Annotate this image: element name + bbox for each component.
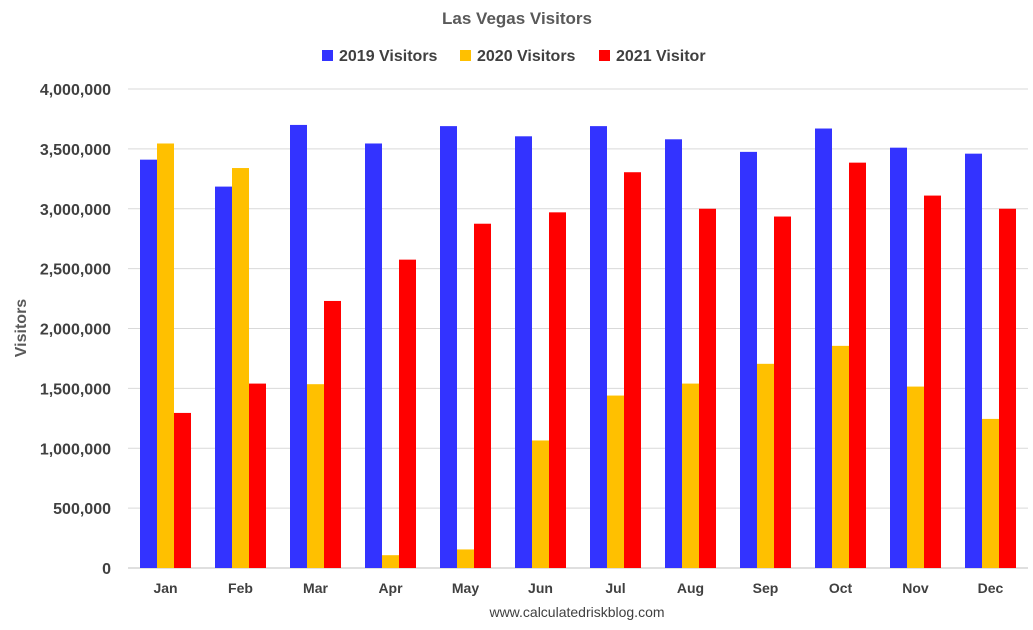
bar-2019-visitors-jan bbox=[140, 159, 157, 568]
y-tick-label: 4,000,000 bbox=[40, 82, 111, 99]
x-axis-ticks: Jan Feb Mar Apr May Jun Jul Aug Sep Oct Nov Dec bbox=[153, 580, 1003, 596]
y-axis-ticks: 0 500,000 1,000,000 1,500,000 2,000,000 2,500… bbox=[40, 82, 111, 578]
x-tick-label: Jul bbox=[605, 580, 625, 596]
bar-2020-visitors-apr bbox=[382, 555, 399, 568]
y-axis-label: Visitors bbox=[13, 299, 30, 358]
bar-2020-visitors-mar bbox=[307, 384, 324, 568]
bar-2020-visitors-jan bbox=[157, 143, 174, 568]
x-tick-label: Jun bbox=[528, 580, 553, 596]
chart-title: Las Vegas Visitors bbox=[442, 9, 592, 28]
bar-2020-visitors-may bbox=[457, 549, 474, 568]
legend-label: 2019 Visitors bbox=[339, 48, 438, 65]
bar-2020-visitors-sep bbox=[757, 363, 774, 568]
bar-2019-visitors-oct bbox=[815, 128, 832, 568]
x-tick-label: Oct bbox=[829, 580, 853, 596]
legend-swatch bbox=[599, 50, 610, 61]
bar-2021-visitor-jan bbox=[174, 412, 191, 568]
bar-2019-visitors-dec bbox=[965, 153, 982, 569]
bar-2021-visitor-jul bbox=[624, 172, 641, 568]
bar-2021-visitor-feb bbox=[249, 383, 266, 568]
x-tick-label: May bbox=[452, 580, 479, 596]
y-tick-label: 3,000,000 bbox=[40, 202, 111, 219]
bar-2020-visitors-oct bbox=[832, 345, 849, 568]
bar-2020-visitors-nov bbox=[907, 386, 924, 568]
legend-label: 2021 Visitor bbox=[616, 48, 706, 65]
bar-2021-visitor-mar bbox=[324, 300, 341, 568]
legend-label: 2020 Visitors bbox=[477, 48, 576, 65]
y-tick-label: 1,000,000 bbox=[40, 441, 111, 458]
x-tick-label: Dec bbox=[978, 580, 1004, 596]
bar-2021-visitor-dec bbox=[999, 208, 1016, 568]
x-tick-label: Aug bbox=[677, 580, 704, 596]
gridlines bbox=[128, 88, 1028, 569]
bar-2020-visitors-feb bbox=[232, 168, 249, 568]
y-tick-label: 3,500,000 bbox=[40, 142, 111, 159]
bar-2021-visitor-jun bbox=[549, 212, 566, 568]
y-tick-label: 0 bbox=[102, 561, 111, 578]
bar-2019-visitors-aug bbox=[665, 139, 682, 569]
y-tick-label: 2,500,000 bbox=[40, 262, 111, 279]
bar-2019-visitors-nov bbox=[890, 147, 907, 569]
y-tick-label: 1,500,000 bbox=[40, 381, 111, 398]
bar-2019-visitors-sep bbox=[740, 151, 757, 568]
bar-2019-visitors-mar bbox=[290, 124, 307, 569]
bar-2020-visitors-aug bbox=[682, 383, 699, 568]
bar-2021-visitor-may bbox=[474, 223, 491, 568]
bar-2021-visitor-aug bbox=[699, 208, 716, 568]
chart-legend: 2019 Visitors 2020 Visitors 2021 Visitor bbox=[322, 48, 706, 65]
y-tick-label: 500,000 bbox=[53, 501, 111, 518]
bar-2019-visitors-may bbox=[440, 126, 457, 568]
legend-swatch bbox=[460, 50, 471, 61]
bar-2019-visitors-apr bbox=[365, 143, 382, 568]
bar-series bbox=[140, 124, 1016, 569]
x-tick-label: Jan bbox=[153, 580, 177, 596]
source-credit: www.calculatedriskblog.com bbox=[488, 604, 664, 620]
bar-2021-visitor-nov bbox=[924, 195, 941, 568]
bar-2020-visitors-jul bbox=[607, 395, 624, 568]
bar-2021-visitor-sep bbox=[774, 216, 791, 568]
bar-2020-visitors-dec bbox=[982, 418, 999, 568]
bar-2020-visitors-jun bbox=[532, 440, 549, 568]
bar-2019-visitors-feb bbox=[215, 186, 232, 568]
y-tick-label: 2,000,000 bbox=[40, 322, 111, 339]
x-tick-label: Sep bbox=[753, 580, 779, 596]
bar-2019-visitors-jun bbox=[515, 136, 532, 568]
x-tick-label: Apr bbox=[378, 580, 403, 596]
x-tick-label: Mar bbox=[303, 580, 328, 596]
bar-2021-visitor-oct bbox=[849, 162, 866, 569]
legend-swatch bbox=[322, 50, 333, 61]
bar-2019-visitors-jul bbox=[590, 126, 607, 568]
x-tick-label: Feb bbox=[228, 580, 253, 596]
x-tick-label: Nov bbox=[902, 580, 929, 596]
bar-2021-visitor-apr bbox=[399, 259, 416, 568]
